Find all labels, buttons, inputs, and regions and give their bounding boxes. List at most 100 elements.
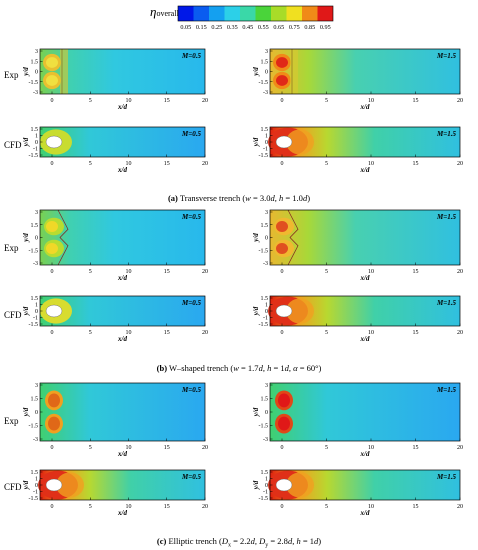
jet-core (276, 57, 288, 68)
x-tick-label: 0 (281, 504, 284, 510)
panel-a-cfd-high: 1.510-1-1.50 5 10 15 20x/dy/dM=1.5 (252, 126, 463, 174)
y-tick-label: 1.5 (261, 223, 269, 229)
caption-a-d1: d (270, 193, 275, 203)
caption-b-sep: , (262, 363, 268, 373)
x-tick-label: 15 (413, 98, 419, 104)
colorbar-label: ηoverall (150, 4, 179, 20)
caption-a-eq1: = 3.0 (250, 193, 271, 203)
blowing-ratio-label: M=1.5 (436, 299, 456, 307)
caption-b-h: h (267, 363, 272, 373)
contour-field (40, 210, 205, 265)
y-tick-label: 1.5 (261, 296, 269, 302)
colorbar-svg: 0.05 0.15 0.25 0.35 0.45 0.55 0.65 0.75 0.85 0.95 (177, 5, 334, 31)
y-tick-label: -3 (33, 90, 38, 96)
panel-b-cfd-high: 1.510-1-1.50 5 10 15 20x/dy/dM=1.5 (252, 295, 463, 343)
panel-a-exp-low: 3 1.5 0 -1.5 -3 0 5 10 15 20 x/d y/d M=0.5 (22, 48, 208, 111)
y-tick-label: 3 (265, 383, 268, 389)
y-tick-label: -1.5 (259, 153, 269, 159)
colorbar-symbol: η (150, 4, 157, 19)
caption-c-text: Elliptic trench ( (168, 536, 222, 546)
row-label-cfd-a: CFD (4, 140, 22, 150)
y-tick-label: -1 (263, 316, 268, 322)
caption-c-eq2: = 2.8 (268, 536, 288, 546)
elliptic-trench-inner (278, 393, 290, 408)
colorbar-tick-label: 0.65 (273, 24, 284, 31)
x-axis-label: x/d (360, 509, 370, 517)
caption-b-alpha: α (293, 363, 298, 373)
x-tick-label: 0 (51, 161, 54, 167)
caption-c-h: h (296, 536, 301, 546)
colorbar-frame (177, 5, 334, 22)
jet-warm-zone (286, 129, 314, 155)
x-tick-label: 0 (51, 98, 54, 104)
film-hole (45, 304, 63, 318)
caption-b-letter: (b) (156, 363, 168, 373)
blowing-ratio-label: M=1.5 (436, 130, 456, 138)
x-tick-label: 15 (413, 161, 419, 167)
x-tick-label: 10 (368, 445, 374, 451)
panel-c-cfd-low: 1.510-1-1.50 5 10 15 20x/dy/dM=0.5 (22, 469, 208, 517)
x-tick-label: 20 (202, 269, 208, 275)
film-hole (45, 135, 63, 149)
y-axis-label: y/d (22, 407, 30, 417)
panel-b-cfd-low: 1.510-1-1.50 5 10 15 20x/dy/dM=0.5 (22, 295, 208, 343)
x-axis-label: x/d (360, 103, 370, 111)
y-tick-label: -1 (263, 147, 268, 153)
film-hole (275, 304, 293, 318)
colorbar-swatch (255, 6, 271, 21)
x-tick-label: 10 (126, 504, 132, 510)
caption-c-end: ) (318, 536, 322, 546)
y-tick-label: -1 (263, 490, 268, 496)
y-tick-label: -1.5 (29, 496, 39, 502)
x-tick-label: 5 (89, 161, 92, 167)
y-tick-label: 1 (265, 477, 268, 483)
x-tick-label: 20 (457, 504, 463, 510)
y-tick-label: 0 (35, 309, 38, 315)
w-trench-edge (287, 209, 299, 266)
film-hole (45, 478, 63, 492)
x-tick-label: 0 (281, 161, 284, 167)
y-tick-label: 1 (35, 477, 38, 483)
jet-warm-zone (286, 472, 314, 498)
x-axis-label: x/d (117, 450, 127, 458)
x-tick-label: 20 (457, 269, 463, 275)
colorbar-swatch (240, 6, 256, 21)
caption-a-eq2: = 1.0 (283, 193, 303, 203)
caption-a-end: ) (307, 193, 311, 203)
y-axis-label: y/d (252, 306, 260, 316)
y-tick-label: 0 (35, 236, 38, 242)
blowing-ratio-label: M=0.5 (181, 386, 201, 394)
x-tick-label: 0 (281, 330, 284, 336)
x-tick-label: 10 (368, 330, 374, 336)
colorbar-tick-label: 0.05 (180, 24, 191, 31)
blowing-ratio-label: M=0.5 (181, 299, 201, 307)
panel-a-cfd-low: 1.510-1-1.50 5 10 15 20x/dy/dM=0.5 (22, 126, 208, 174)
caption-b-d1: d (258, 363, 263, 373)
panel-b-exp-high: 3 1.5 0 -1.5 -3 0 5 10 15 20 x/d y/d M=1.5 (252, 209, 463, 282)
jet-core (46, 75, 58, 86)
x-tick-label: 20 (202, 504, 208, 510)
caption-b-sep2: , (288, 363, 294, 373)
y-tick-label: -1.5 (259, 322, 269, 328)
x-tick-label: 15 (164, 504, 170, 510)
x-axis-label: x/d (360, 450, 370, 458)
row-label-exp-c: Exp (4, 416, 19, 426)
caption-c-d1: d (250, 536, 255, 546)
x-axis-label: x/d (117, 103, 127, 111)
y-tick-label: 1.5 (261, 470, 269, 476)
colorbar-subscript: overall (156, 9, 179, 18)
y-tick-label: -1.5 (29, 80, 39, 86)
y-axis-label: y/d (22, 233, 30, 243)
y-tick-label: 1 (35, 303, 38, 309)
y-tick-label: 3 (35, 49, 38, 55)
y-tick-label: 3 (35, 210, 38, 216)
contour-field (270, 383, 460, 441)
blowing-ratio-label: M=1.5 (436, 52, 456, 60)
y-axis-label: y/d (252, 67, 260, 77)
y-tick-label: 0 (265, 309, 268, 315)
colorbar-swatch (286, 6, 302, 21)
colorbar-tick-label: 0.25 (211, 24, 222, 31)
row-label-exp-b: Exp (4, 243, 19, 253)
colorbar-swatch (178, 6, 194, 21)
caption-a-w: w (245, 193, 251, 203)
